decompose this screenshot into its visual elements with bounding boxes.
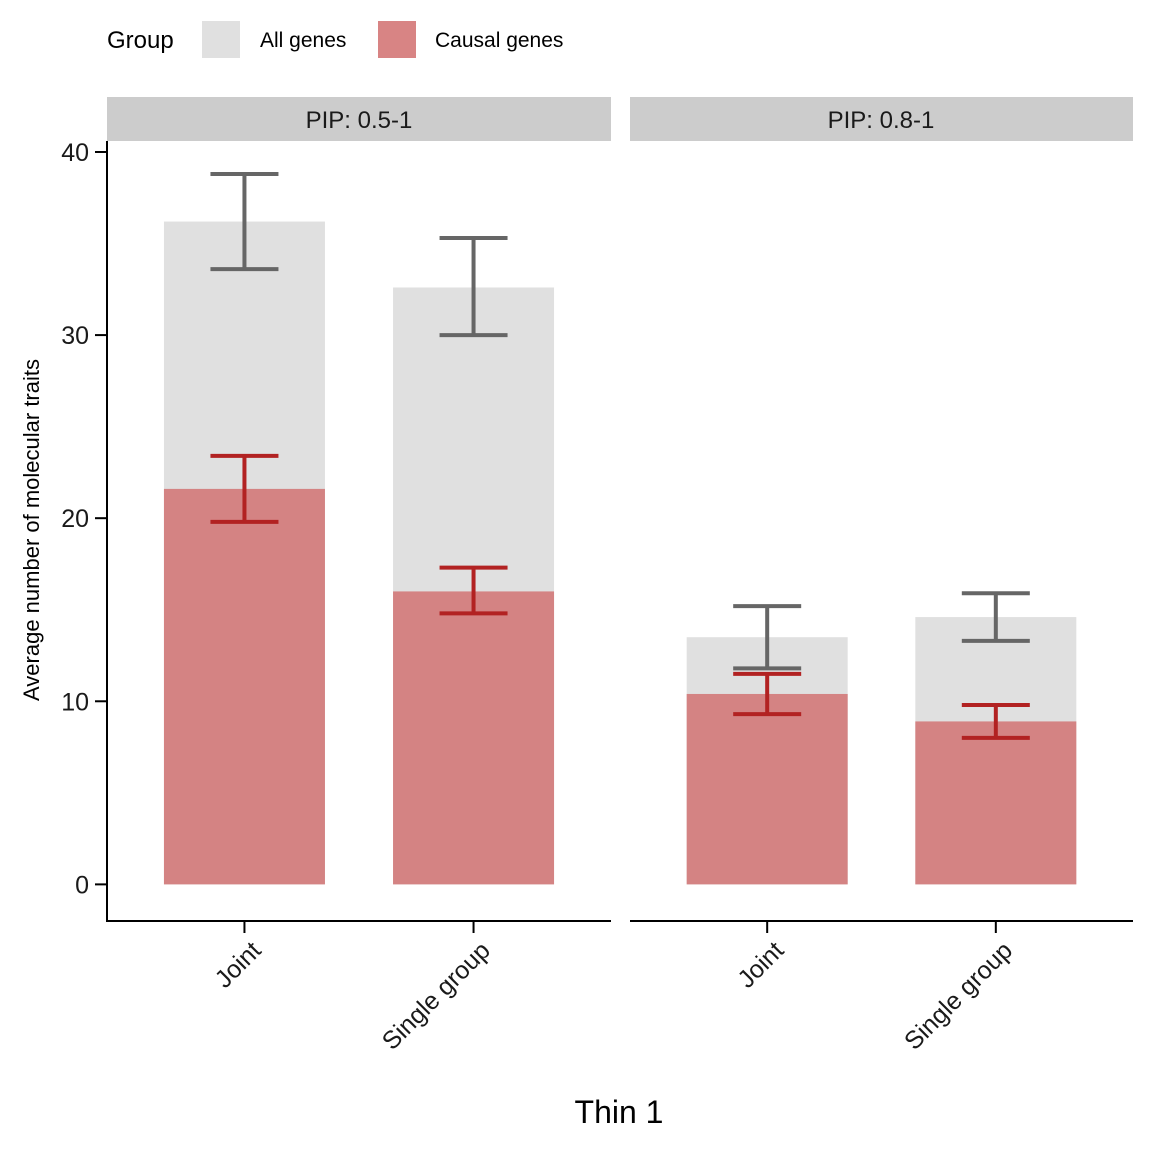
legend-swatch-all-genes [202,21,240,58]
error-bar-all-genes-panel1-single-group [439,236,508,338]
legend-title: Group [107,27,174,54]
legend: Group All genes Causal genes [107,21,563,58]
error-bar-all-genes-panel2-joint [733,604,802,671]
error-bar-all-genes-panel2-single-group [961,591,1030,643]
y-ticks: 0 10 20 30 40 [61,139,107,899]
legend-label-all-genes: All genes [260,29,346,52]
error-bar-causal-genes-panel1-single-group [439,565,508,616]
bar-causal-genes-panel2-single-group [915,721,1077,885]
y-tick-label-20: 20 [61,505,89,533]
y-tick-label-30: 30 [61,322,89,350]
facet-strip-1 [107,97,611,141]
axes-layer [106,141,1133,922]
x-tick-label-panel2-single-group: Single group [899,936,1018,1055]
bar-causal-genes-panel2-joint [686,693,848,885]
bar-causal-genes-panel1-joint [163,488,325,885]
error-bars-layer [210,171,1030,740]
error-bar-causal-genes-panel2-joint [733,671,802,717]
y-tick-label-40: 40 [61,139,89,167]
bars-layer [163,221,1077,885]
facet-strip-2-label: PIP: 0.8-1 [828,107,935,134]
y-tick-label-0: 0 [75,871,89,899]
error-bar-causal-genes-panel1-joint [210,453,279,524]
facet-strip-1-label: PIP: 0.5-1 [306,107,413,134]
facet-strip-2 [630,97,1133,141]
x-tick-label-panel1-single-group: Single group [377,936,496,1055]
legend-swatch-causal-genes [378,21,416,58]
y-axis-title: Average number of molecular traits [19,359,44,701]
bar-causal-genes-panel1-single-group [393,591,555,885]
error-bar-all-genes-panel1-joint [210,171,279,272]
x-tick-label-panel1-joint: Joint [210,936,267,993]
error-bar-causal-genes-panel2-single-group [961,702,1030,740]
x-axis-title: Thin 1 [575,1094,664,1130]
y-tick-label-10: 10 [61,688,89,716]
legend-label-causal-genes: Causal genes [435,29,563,52]
x-ticks: Joint Single group Joint Single group [210,921,1018,1056]
x-tick-label-panel2-joint: Joint [732,936,789,993]
